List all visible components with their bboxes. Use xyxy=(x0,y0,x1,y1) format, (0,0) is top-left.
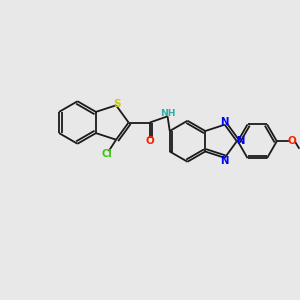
Text: N: N xyxy=(220,117,229,127)
Text: NH: NH xyxy=(160,109,176,118)
Text: O: O xyxy=(146,136,154,146)
Text: S: S xyxy=(113,99,120,109)
Text: N: N xyxy=(236,136,245,146)
Text: O: O xyxy=(288,136,297,146)
Text: Cl: Cl xyxy=(101,149,112,159)
Text: N: N xyxy=(220,156,229,166)
